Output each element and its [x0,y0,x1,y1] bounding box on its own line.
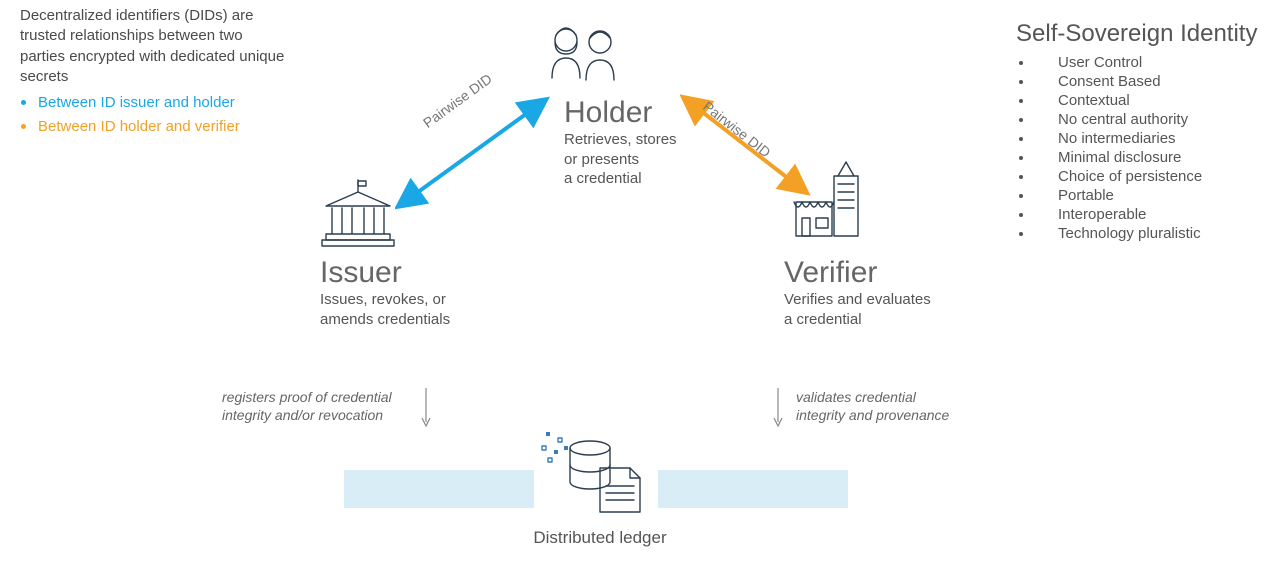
ssi-item: Minimal disclosure [1034,149,1276,166]
holder-title-block: Holder Retrieves, stores or presents a c… [564,96,677,189]
arrow-issuer-ledger [418,386,434,430]
intro-bullet-2: Between ID holder and verifier [38,113,290,137]
issuer-title: Issuer [320,256,450,290]
ledger-bar-right [658,470,848,508]
ssi-list: User Control Consent Based Contextual No ce… [1016,54,1276,242]
verifier-ledger-label: validates credential integrity and prove… [796,388,986,424]
ssi-title: Self-Sovereign Identity [1016,20,1276,48]
issuer-ledger-label: registers proof of credential integrity … [222,388,412,424]
holder-title: Holder [564,96,677,130]
verifier-title: Verifier [784,256,931,290]
holder-desc: Retrieves, stores or presents a credenti… [564,130,677,189]
ssi-item: Interoperable [1034,206,1276,223]
issuer-desc: Issues, revokes, or amends credentials [320,290,450,329]
verifier-desc: Verifies and evaluates a credential [784,290,931,329]
arrow-verifier-ledger [770,386,786,430]
issuer-icon [318,178,398,255]
ssi-block: Self-Sovereign Identity User Control Cons… [1016,20,1276,244]
ledger-icon [540,428,650,525]
intro-block: Decentralized identifiers (DIDs) are tru… [20,6,290,138]
ssi-item: Technology pluralistic [1034,225,1276,242]
intro-text: Decentralized identifiers (DIDs) are tru… [20,7,284,85]
ssi-item: Contextual [1034,92,1276,109]
intro-bullet-1: Between ID issuer and holder [38,89,290,113]
ssi-item: No central authority [1034,111,1276,128]
ssi-item: Choice of persistence [1034,168,1276,185]
ssi-item: Consent Based [1034,73,1276,90]
arrow-issuer-holder [395,92,555,212]
ledger-bar-left [344,470,534,508]
intro-bullets: Between ID issuer and holder Between ID … [20,89,290,138]
ssi-item: Portable [1034,187,1276,204]
issuer-title-block: Issuer Issues, revokes, or amends creden… [320,256,450,329]
ssi-item: No intermediaries [1034,130,1276,147]
holder-icon [540,20,630,99]
verifier-title-block: Verifier Verifies and evaluates a creden… [784,256,931,329]
ssi-item: User Control [1034,54,1276,71]
ledger-label: Distributed ledger [500,528,700,548]
